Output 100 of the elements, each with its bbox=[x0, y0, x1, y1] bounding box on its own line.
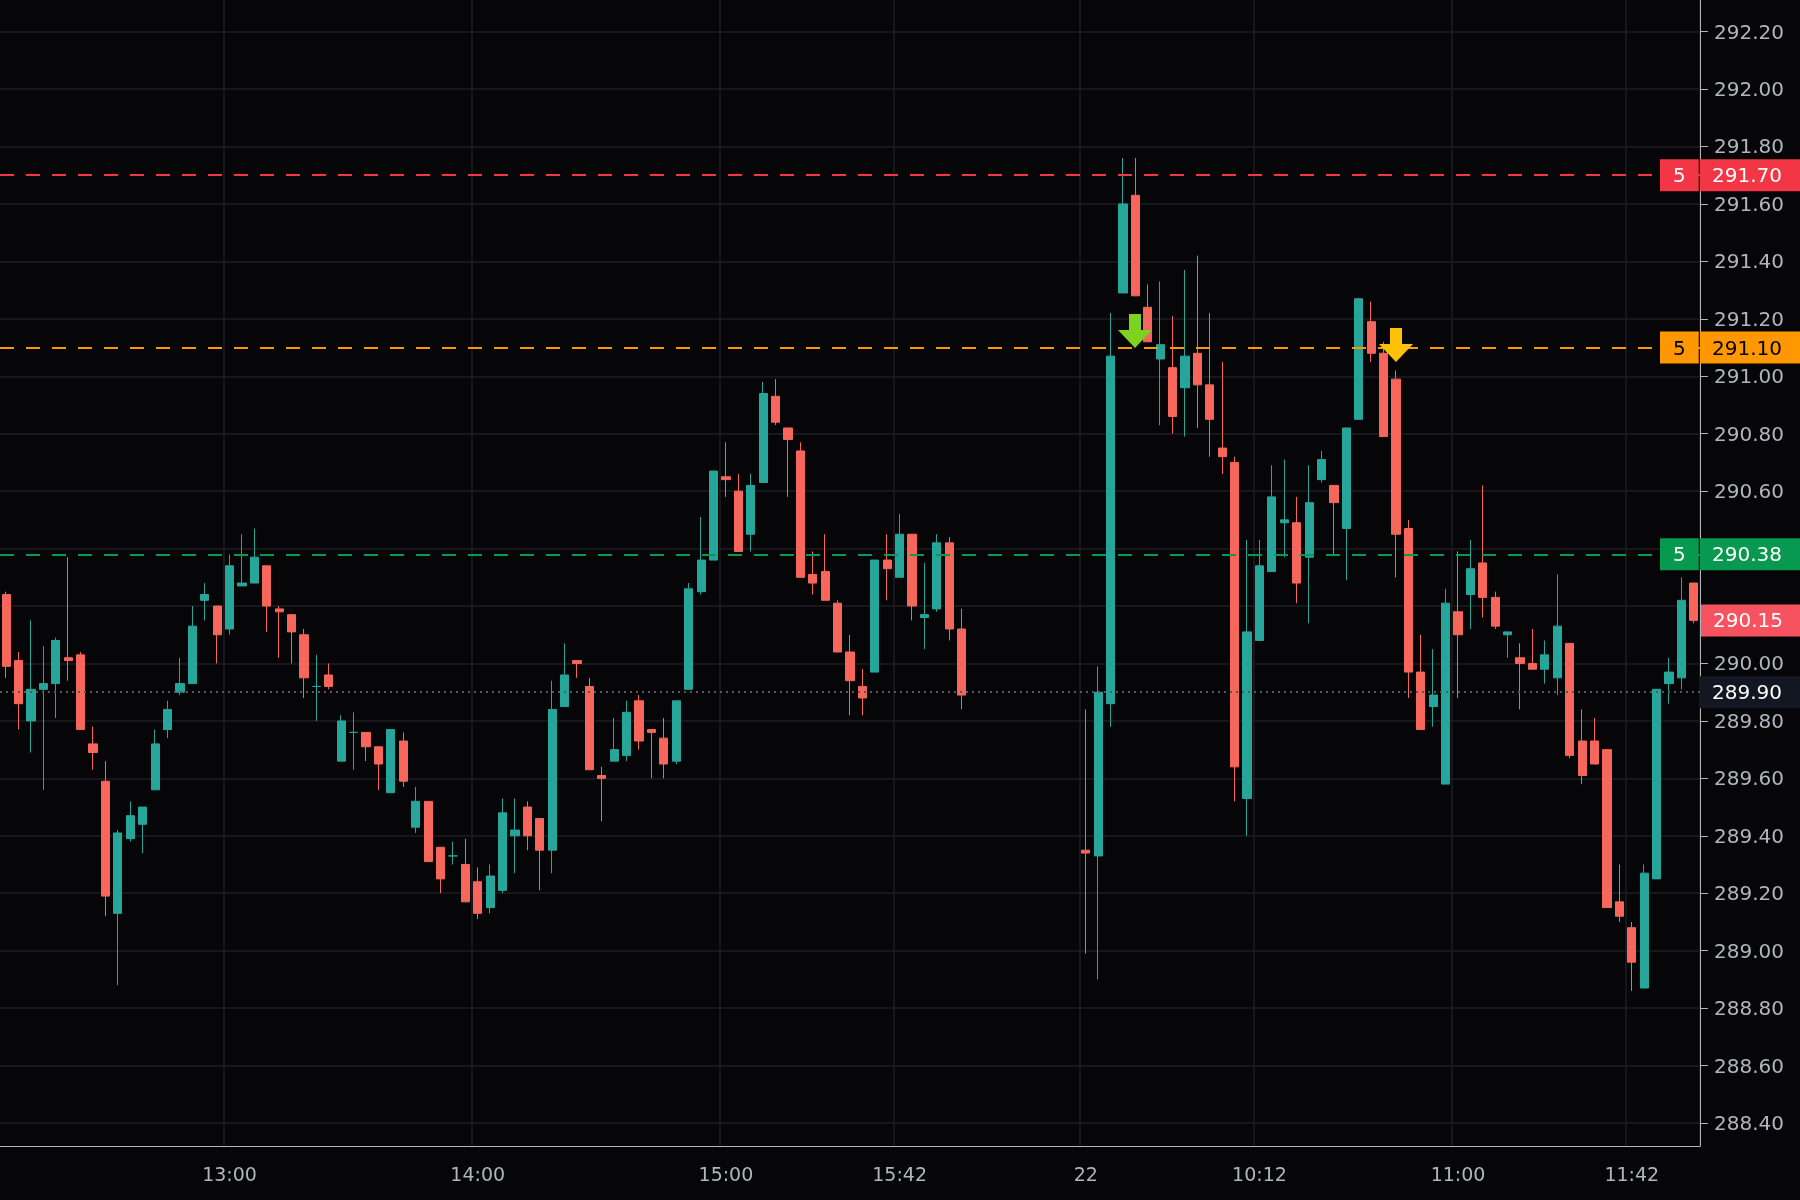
candlestick bbox=[610, 717, 619, 762]
candlestick bbox=[1515, 642, 1525, 710]
candlestick bbox=[932, 533, 941, 613]
candlestick bbox=[262, 565, 271, 633]
candlestick bbox=[1367, 301, 1376, 363]
candlestick bbox=[870, 559, 879, 673]
y-tick-label: 291.80 bbox=[1714, 134, 1784, 159]
candlestick bbox=[1503, 631, 1512, 659]
candlestick bbox=[101, 760, 110, 917]
candlestick bbox=[498, 797, 507, 894]
candlestick bbox=[486, 864, 495, 914]
candlestick bbox=[523, 800, 532, 851]
candlestick bbox=[1640, 864, 1649, 989]
ref-line-label: 291.70 bbox=[1712, 163, 1782, 188]
candlestick bbox=[349, 711, 358, 771]
candlestick bbox=[1453, 550, 1463, 699]
candlestick bbox=[1528, 628, 1537, 670]
candlestick bbox=[1205, 312, 1214, 458]
candlestick bbox=[1267, 464, 1276, 573]
candlestick bbox=[374, 746, 383, 791]
x-tick-label: 10:12 bbox=[1232, 1162, 1287, 1185]
candlestick bbox=[1292, 496, 1301, 604]
y-tick-label: 289.40 bbox=[1714, 823, 1784, 848]
y-tick-label: 289.00 bbox=[1714, 938, 1784, 963]
candlestick bbox=[833, 599, 842, 653]
y-tick-label: 290.80 bbox=[1714, 421, 1784, 446]
candlestick bbox=[1416, 634, 1425, 731]
candlestick bbox=[1106, 312, 1115, 728]
x-tick-label: 22 bbox=[1073, 1162, 1098, 1185]
candlestick bbox=[175, 657, 185, 696]
candlestick bbox=[1218, 361, 1227, 475]
candlestick bbox=[14, 651, 23, 731]
candlestick bbox=[697, 516, 706, 596]
candlestick bbox=[1677, 576, 1686, 690]
candlestick bbox=[386, 729, 395, 794]
candlestick bbox=[1168, 315, 1177, 435]
candlestick bbox=[734, 473, 743, 552]
candlestick bbox=[287, 614, 296, 664]
x-tick-label: 11:42 bbox=[1604, 1162, 1660, 1185]
candlestick bbox=[411, 786, 420, 834]
candlestick bbox=[907, 533, 917, 621]
candlestick bbox=[808, 550, 817, 596]
candlestick bbox=[771, 378, 780, 426]
candlestick bbox=[1354, 298, 1363, 420]
candlestick bbox=[1441, 588, 1450, 785]
y-tick-label: 288.60 bbox=[1714, 1053, 1784, 1078]
y-tick-label: 290.60 bbox=[1714, 479, 1784, 504]
candlestick bbox=[1342, 427, 1351, 581]
candlestick bbox=[684, 582, 693, 690]
y-tick-label: 288.40 bbox=[1714, 1111, 1784, 1136]
candlestick bbox=[1156, 280, 1165, 426]
y-tick-label: 291.20 bbox=[1714, 306, 1784, 331]
candlestick bbox=[845, 634, 855, 716]
candlestick bbox=[597, 766, 606, 822]
candlestick bbox=[39, 645, 48, 791]
candlestick bbox=[324, 662, 333, 690]
annotation: 5 bbox=[1673, 163, 1686, 188]
candlestick bbox=[1664, 657, 1674, 705]
candlestick bbox=[1404, 519, 1413, 699]
y-tick-label: 289.80 bbox=[1714, 708, 1784, 733]
candlestick bbox=[188, 605, 197, 685]
candlestick bbox=[424, 800, 433, 863]
candlestick bbox=[709, 470, 718, 561]
candlestick bbox=[337, 714, 346, 762]
candlestick bbox=[1578, 708, 1587, 785]
candlestick bbox=[1602, 749, 1612, 909]
candlestick bbox=[1652, 688, 1661, 880]
candlestick bbox=[399, 731, 408, 788]
candlestick bbox=[250, 527, 259, 584]
candlestick bbox=[535, 818, 544, 891]
annotation: 5 bbox=[1673, 542, 1686, 567]
candlestick bbox=[64, 556, 73, 682]
candlestick bbox=[1478, 484, 1487, 619]
candlestick bbox=[1230, 456, 1239, 802]
candlestick bbox=[1242, 539, 1252, 837]
candlestick bbox=[473, 866, 482, 920]
x-tick-label: 11:00 bbox=[1430, 1162, 1486, 1185]
candlestick bbox=[1491, 591, 1500, 630]
candlestick bbox=[151, 729, 160, 791]
candlestick bbox=[237, 533, 247, 587]
candlestick bbox=[1553, 573, 1562, 696]
candlestick bbox=[821, 533, 830, 601]
text: 290.15 bbox=[1713, 608, 1783, 633]
candlestick bbox=[213, 605, 222, 664]
candlestick bbox=[895, 513, 904, 578]
candlestick bbox=[275, 605, 284, 659]
candlestick bbox=[1379, 341, 1388, 438]
x-tick-label: 13:00 bbox=[202, 1162, 257, 1185]
candlestick bbox=[1615, 864, 1624, 923]
candlestick bbox=[51, 637, 60, 719]
candlestick bbox=[634, 694, 644, 751]
candlestick bbox=[647, 729, 656, 779]
candlestick bbox=[945, 536, 954, 641]
candlestick bbox=[436, 846, 445, 894]
candlestick bbox=[1391, 370, 1401, 578]
candlestick bbox=[1429, 648, 1438, 728]
candlestick bbox=[746, 473, 755, 552]
candlestick bbox=[622, 700, 631, 762]
candlestick bbox=[1305, 464, 1314, 624]
candlestick bbox=[225, 553, 234, 636]
